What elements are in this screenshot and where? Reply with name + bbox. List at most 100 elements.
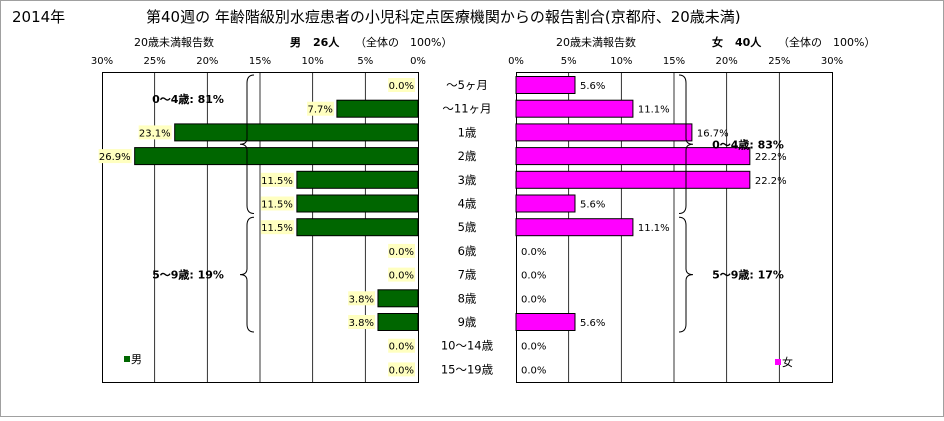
male-header-sex: 男	[290, 36, 301, 49]
male-value-label-bg	[138, 125, 172, 140]
male-value-label: 0.0%	[389, 81, 414, 92]
chart-year: 2014年	[12, 8, 65, 26]
female-value-label: 5.6%	[580, 200, 605, 211]
male-tick-label: 5%	[357, 56, 373, 67]
male-value-label-bg	[388, 78, 415, 92]
female-tick-label: 5%	[561, 56, 577, 67]
female-legend-swatch	[775, 359, 781, 365]
male-value-label: 0.0%	[389, 247, 414, 258]
male-group-brace	[239, 216, 255, 333]
age-category-label: 8歳	[458, 291, 477, 305]
female-bar	[515, 170, 751, 189]
male-bar	[296, 194, 419, 213]
male-value-label-bg	[98, 149, 132, 164]
female-bar	[515, 218, 634, 237]
female-value-label: 16.7%	[697, 128, 729, 139]
female-value-label: 5.6%	[580, 318, 605, 329]
male-group-label: 5～9歳: 19%	[152, 268, 224, 282]
male-value-label-bg	[388, 362, 415, 377]
female-tick-label: 25%	[768, 56, 790, 67]
male-value-label: 11.5%	[261, 223, 293, 234]
male-group-label: 0～4歳: 81%	[152, 92, 224, 106]
male-tick-label: 10%	[302, 56, 324, 67]
female-tick-label: 10%	[610, 56, 632, 67]
female-value-label: 0.0%	[521, 342, 546, 353]
male-bar	[296, 170, 419, 189]
male-value-label-bg	[348, 315, 375, 329]
male-value-label-bg	[260, 220, 294, 235]
male-value-label: 3.8%	[349, 294, 374, 305]
male-tick-label: 25%	[144, 56, 166, 67]
male-value-label-bg	[307, 101, 334, 116]
female-bar	[515, 313, 576, 331]
female-header-sex: 女	[712, 35, 723, 49]
male-bar	[336, 99, 419, 118]
male-bar	[377, 313, 419, 331]
age-category-label: 3歳	[458, 173, 477, 187]
male-tick-label: 30%	[91, 56, 113, 67]
male-value-label-bg	[260, 196, 294, 211]
male-axis-title: 20歳未満報告数	[134, 36, 214, 49]
female-bar	[515, 123, 693, 142]
chart-title: 第40週の 年齢階級別水痘患者の小児科定点医療機関からの報告割合(京都府、20歳…	[146, 8, 741, 26]
female-value-label: 0.0%	[521, 247, 546, 258]
male-bar	[134, 147, 419, 166]
male-value-label: 11.5%	[261, 176, 293, 187]
female-value-label: 5.6%	[580, 81, 605, 92]
male-value-label: 11.5%	[261, 200, 293, 211]
age-category-label: 15～19歳	[441, 362, 494, 376]
male-bar	[296, 218, 419, 237]
age-category-label: 9歳	[458, 315, 477, 329]
female-axis-title: 20歳未満報告数	[556, 36, 636, 49]
male-value-label-bg	[388, 267, 415, 282]
age-category-label: 5歳	[458, 220, 477, 234]
male-tick-label: 0%	[410, 56, 426, 67]
male-value-label-bg	[348, 291, 375, 306]
male-header-count: 26人	[313, 35, 340, 49]
male-value-label: 7.7%	[307, 105, 332, 116]
male-bar	[174, 123, 419, 142]
male-value-label: 0.0%	[389, 365, 414, 376]
female-group-label: 5～9歳: 17%	[712, 268, 784, 282]
female-tick-label: 20%	[716, 56, 738, 67]
male-group-brace	[239, 74, 255, 214]
male-tick-label: 20%	[196, 56, 218, 67]
female-legend-label: 女	[782, 355, 793, 369]
age-category-label: ～5ヶ月	[446, 78, 488, 92]
male-value-label: 0.0%	[389, 271, 414, 282]
female-header-share: （全体の 100%）	[778, 35, 875, 49]
male-legend-label: 男	[131, 353, 142, 366]
female-tick-label: 0%	[508, 56, 524, 67]
male-tick-label: 15%	[249, 56, 271, 67]
female-group-label: 0～4歳: 83%	[712, 137, 784, 151]
female-tick-label: 30%	[821, 56, 843, 67]
age-category-label: ～11ヶ月	[442, 102, 491, 116]
female-value-label: 0.0%	[521, 294, 546, 305]
female-value-label: 22.2%	[755, 152, 787, 163]
female-value-label: 0.0%	[521, 271, 546, 282]
age-category-label: 1歳	[458, 125, 477, 139]
female-value-label: 22.2%	[755, 176, 787, 187]
male-legend-swatch	[124, 356, 130, 362]
male-bar	[377, 289, 419, 308]
male-value-label-bg	[388, 338, 415, 353]
male-header-share: （全体の 100%）	[355, 35, 452, 49]
female-bar	[515, 147, 751, 166]
female-value-label: 11.1%	[638, 105, 670, 116]
male-value-label: 3.8%	[349, 318, 374, 329]
female-tick-label: 15%	[663, 56, 685, 67]
age-category-label: 4歳	[458, 197, 477, 211]
female-bar	[515, 99, 634, 118]
age-category-label: 2歳	[458, 149, 477, 163]
female-bar	[515, 76, 576, 94]
female-group-brace	[678, 216, 694, 333]
female-value-label: 11.1%	[638, 223, 670, 234]
female-group-brace	[678, 74, 694, 214]
female-value-label: 0.0%	[521, 365, 546, 376]
age-category-label: 7歳	[458, 268, 477, 282]
male-value-label: 23.1%	[139, 128, 171, 139]
female-header-count: 40人	[735, 35, 762, 49]
male-value-label-bg	[388, 243, 415, 258]
